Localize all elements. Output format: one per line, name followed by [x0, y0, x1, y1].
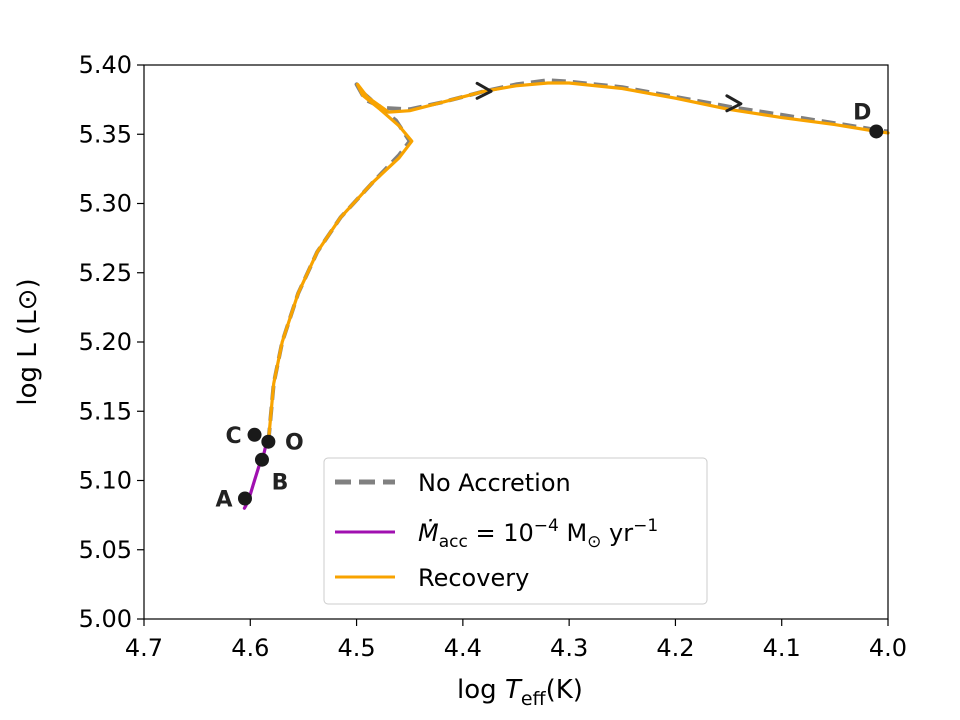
legend-box: [323, 457, 708, 605]
x-tick-label: 4.5: [337, 634, 375, 662]
legend: No Accretion Ṁacc = 10−4 M⊙ yr−1 Recover…: [323, 457, 708, 605]
y-axis-title: log L (L⊙): [13, 278, 43, 405]
x-tick-label: 4.1: [763, 634, 801, 662]
point-label-c: C: [225, 424, 241, 449]
point-marker-o: [261, 434, 276, 449]
legend-label-recovery: Recovery: [418, 564, 529, 592]
plot-lines: [242, 78, 890, 510]
point-marker-c: [247, 427, 262, 442]
x-axis-ticks: 4.7 4.6 4.5 4.4 4.3 4.2 4.1 4.0: [125, 619, 907, 662]
legend-accretion-sub: acc: [439, 532, 468, 552]
x-axis-title-subscript: eff: [521, 688, 547, 710]
legend-label-accretion: Ṁacc = 10−4 M⊙ yr−1: [418, 516, 658, 552]
x-axis-title-variable: T: [505, 675, 523, 705]
legend-accretion-var: Ṁ: [418, 518, 439, 547]
y-tick-label: 5.35: [79, 120, 132, 148]
legend-accretion-unit1: M: [559, 519, 587, 547]
x-tick-label: 4.7: [125, 634, 163, 662]
legend-accretion-sun: ⊙: [587, 532, 601, 552]
y-tick-label: 5.10: [79, 467, 132, 495]
point-marker-d: [869, 124, 884, 139]
point-label-b: B: [272, 471, 289, 496]
series-recovery: [266, 81, 890, 444]
point-label-d: D: [853, 100, 871, 125]
y-tick-label: 5.00: [79, 605, 132, 633]
y-tick-label: 5.15: [79, 397, 132, 425]
x-axis-title-unit: (K): [546, 675, 583, 705]
legend-accretion-unit2: yr: [601, 519, 633, 547]
direction-arrow: [475, 81, 493, 100]
x-tick-label: 4.0: [869, 634, 907, 662]
y-tick-label: 5.40: [79, 51, 132, 79]
y-tick-label: 5.30: [79, 190, 132, 218]
point-marker-b: [254, 452, 269, 467]
x-axis-title: log Teff(K): [457, 675, 583, 710]
series-no-accretion: [266, 78, 889, 442]
plot-markers: A B C O D: [215, 81, 884, 513]
y-tick-label: 5.20: [79, 328, 132, 356]
x-tick-label: 4.2: [656, 634, 694, 662]
x-tick-label: 4.3: [550, 634, 588, 662]
legend-accretion-exp: −4: [534, 516, 559, 536]
legend-accretion-exp2: −1: [633, 516, 658, 536]
y-tick-label: 5.05: [79, 536, 132, 564]
x-tick-label: 4.6: [231, 634, 269, 662]
legend-accretion-eq: = 10: [468, 519, 534, 547]
direction-arrow: [725, 94, 743, 113]
point-marker-a: [237, 491, 252, 506]
point-label-o: O: [285, 431, 304, 456]
legend-label-no-accretion: No Accretion: [418, 469, 571, 497]
point-label-a: A: [215, 488, 232, 513]
y-axis-ticks: 5.00 5.05 5.10 5.15 5.20 5.25 5.30 5.35 5.40: [79, 51, 144, 633]
x-axis-title-prefix: log: [457, 675, 505, 705]
y-tick-label: 5.25: [79, 259, 132, 287]
x-tick-label: 4.4: [444, 634, 482, 662]
